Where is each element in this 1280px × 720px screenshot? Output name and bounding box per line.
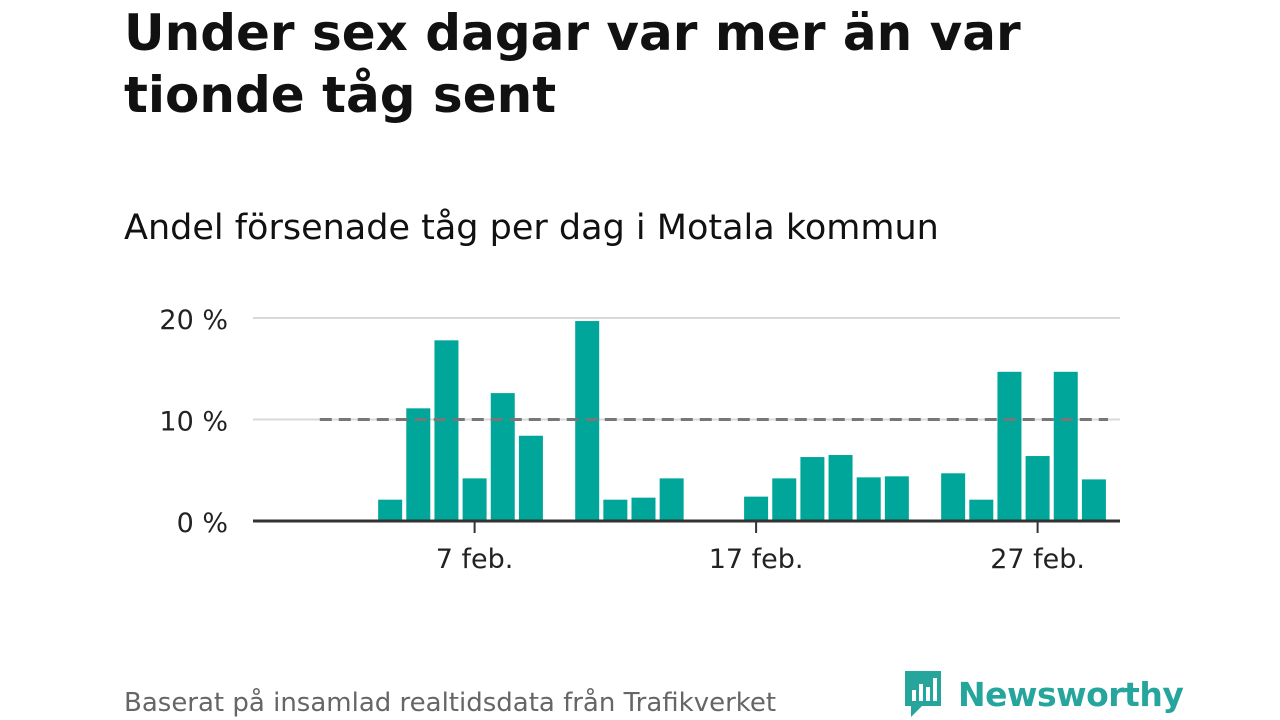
chart-title: Under sex dagar var mer än var tionde tå… [124, 4, 1021, 124]
bar [631, 497, 656, 521]
bar [406, 408, 431, 521]
bar [772, 478, 797, 521]
y-tick-label: 10 % [159, 407, 228, 438]
bar [518, 435, 543, 521]
newsworthy-logo-icon [905, 671, 941, 717]
bar [941, 473, 966, 521]
bar [603, 499, 628, 521]
bar [828, 455, 853, 521]
bar [856, 477, 881, 521]
axes: 0 % 10 % 20 % 7 feb. 17 feb. 27 feb. [159, 305, 1120, 575]
bar [884, 476, 909, 521]
brand-logo: Newsworthy [902, 668, 1184, 720]
bars [378, 321, 1106, 521]
bar [1081, 479, 1106, 521]
brand-name: Newsworthy [958, 674, 1184, 714]
y-tick-label: 20 % [159, 305, 228, 336]
bar [744, 496, 769, 521]
bar [490, 393, 515, 521]
bar [378, 499, 403, 521]
chart-subtitle: Andel försenade tåg per dag i Motala kom… [124, 208, 939, 248]
bar [575, 321, 600, 521]
grid-lines [253, 317, 1120, 421]
bar [1053, 371, 1078, 521]
bar [1025, 456, 1050, 521]
x-tick-label: 7 feb. [436, 544, 514, 575]
x-tick-label: 17 feb. [709, 544, 804, 575]
bar [434, 340, 459, 521]
bar [997, 371, 1022, 521]
y-tick-label: 0 % [177, 508, 228, 539]
bar [800, 457, 825, 521]
bar [969, 499, 994, 521]
x-tick-label: 27 feb. [990, 544, 1085, 575]
bar-chart: 0 % 10 % 20 % 7 feb. 17 feb. 27 feb. [159, 305, 1120, 575]
bar [659, 478, 684, 521]
source-note: Baserat på insamlad realtidsdata från Tr… [124, 688, 777, 718]
bar [462, 478, 487, 521]
